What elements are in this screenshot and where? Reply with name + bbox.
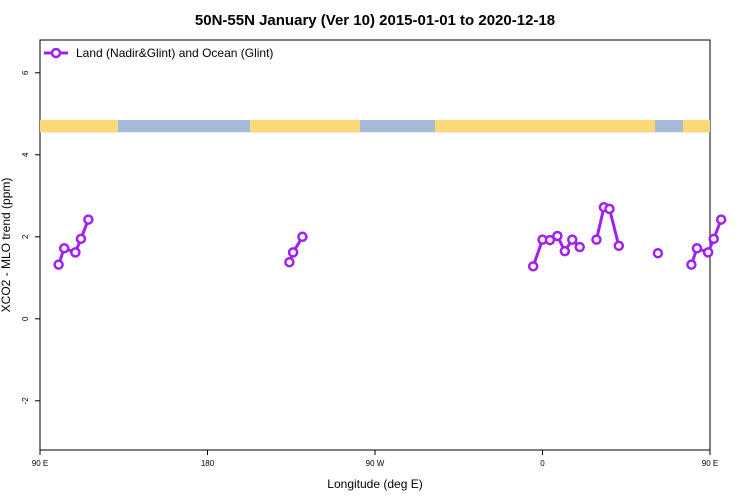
- chart-title: 50N-55N January (Ver 10) 2015-01-01 to 2…: [195, 12, 555, 29]
- land-band: [250, 119, 360, 133]
- data-point: [544, 234, 556, 246]
- data-point: [75, 233, 87, 245]
- y-tick-label: 4: [21, 152, 30, 157]
- x-tick-label: 90 E: [32, 459, 48, 468]
- land-band: [683, 119, 710, 133]
- data-point: [297, 231, 308, 243]
- data-point: [591, 234, 602, 245]
- land-band: [435, 119, 655, 133]
- data-point: [686, 259, 697, 270]
- data-point: [284, 256, 295, 268]
- data-point: [613, 240, 625, 252]
- legend-label: Land (Nadir&Glint) and Ocean (Glint): [76, 46, 273, 60]
- data-point: [691, 243, 703, 254]
- y-axis-label: XCO2 - MLO trend (ppm): [0, 178, 13, 313]
- x-axis-label: Longitude (deg E): [327, 477, 422, 491]
- y-tick-label: 6: [21, 70, 30, 75]
- data-point: [567, 234, 578, 245]
- data-point: [604, 203, 615, 215]
- data-point: [702, 247, 714, 258]
- data-point: [652, 247, 664, 259]
- x-tick-label: 180: [201, 459, 215, 468]
- land-ocean-band: [40, 119, 710, 133]
- legend: Land (Nadir&Glint) and Ocean (Glint): [44, 46, 273, 60]
- data-point: [70, 247, 81, 258]
- data-point: [58, 243, 70, 254]
- y-tick-label: 2: [21, 234, 30, 239]
- plot-frame: [39, 39, 711, 451]
- legend-marker-swatch: [50, 47, 62, 59]
- land-band: [40, 119, 118, 133]
- data-point: [527, 261, 539, 272]
- data-point: [574, 241, 585, 253]
- series-layer: [53, 202, 727, 272]
- x-tick-label: 0: [540, 459, 545, 468]
- data-point: [287, 247, 299, 258]
- data-point: [83, 214, 94, 225]
- x-tick-label: 90 E: [702, 459, 718, 468]
- data-point: [552, 230, 563, 242]
- data-point: [53, 259, 64, 270]
- data-point: [559, 245, 571, 257]
- x-axis-ticks: 90 E 180 90 W 0 90 E: [32, 450, 718, 468]
- y-tick-label: 0: [21, 316, 30, 321]
- y-tick-label: -2: [21, 397, 30, 405]
- y-axis-ticks: -2 0 2 4 6: [21, 70, 40, 404]
- data-point: [715, 214, 727, 225]
- data-point: [708, 233, 719, 245]
- x-tick-label: 90 W: [366, 459, 385, 468]
